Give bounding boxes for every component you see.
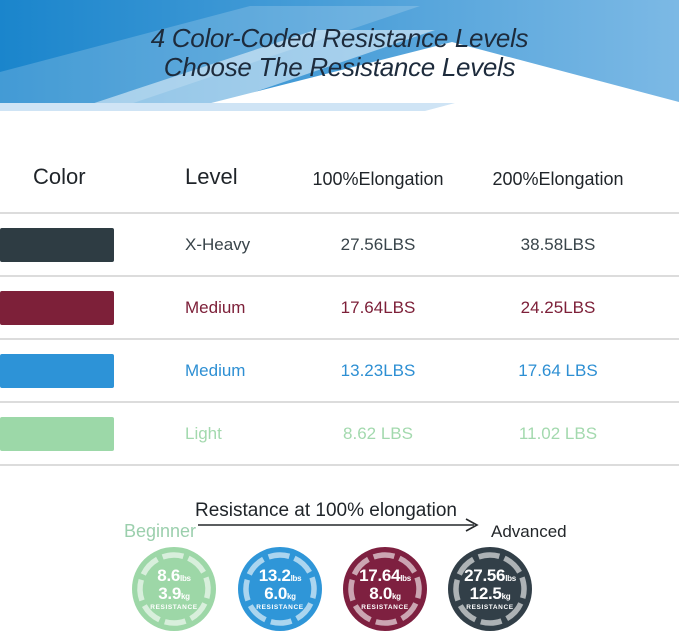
beginner-label: Beginner [124,521,197,541]
elongation-200-cell: 17.64 LBS [518,361,598,380]
lbs-number: 27.56 [464,565,506,585]
resistance-badges: 8.6lbs 3.9kg RESISTANCE 13.2lbs 6.0kg RE… [0,547,679,633]
kg-unit: kg [501,591,511,601]
badge-caption: RESISTANCE [256,604,304,612]
badge-caption: RESISTANCE [361,604,409,612]
kg-unit: kg [180,591,190,601]
lbs-unit: lbs [290,573,302,583]
advanced-label: Advanced [491,522,567,541]
resistance-badge: 17.64lbs 8.0kg RESISTANCE [343,547,427,631]
resistance-table: X-Heavy 27.56LBS 38.58LBS Medium 17.64LB… [0,212,679,466]
badge-kg-value: 3.9kg [158,583,190,603]
table-row: Medium 17.64LBS 24.25LBS [0,275,679,338]
scale-title: Resistance at 100% elongation [195,500,457,521]
band-color-swatch [0,291,114,325]
dashed-ring-icon [137,552,211,626]
badge-kg-value: 12.5kg [469,583,511,603]
table-header-row: Color Level 100%Elongation 200%Elongatio… [0,150,679,212]
kg-unit: kg [391,591,401,601]
elongation-100-cell: 17.64LBS [340,298,416,317]
badge-kg-value: 6.0kg [264,583,296,603]
elongation-100-cell: 27.56LBS [340,235,416,254]
kg-number: 12.5 [469,583,502,603]
header-background-shapes [0,0,679,116]
band-color-swatch [0,228,114,262]
column-header-200-elongation: 200%Elongation [492,169,624,189]
elongation-100-cell: 13.23LBS [340,361,416,380]
badge-lbs-value: 8.6lbs [157,565,191,585]
elongation-200-cell: 24.25LBS [520,298,596,317]
header-banner: 4 Color-Coded Resistance Levels Choose T… [0,0,679,116]
level-cell: Medium [185,361,246,380]
page-title-line2: Choose The Resistance Levels [163,52,516,83]
lbs-number: 13.2 [258,565,291,585]
lbs-unit: lbs [505,573,516,583]
page-title-line1: 4 Color-Coded Resistance Levels [150,23,529,53]
dashed-ring-icon [243,552,317,626]
page-title: 4 Color-Coded Resistance Levels Choose T… [0,23,679,83]
kg-unit: kg [286,591,296,601]
column-header-level: Level [185,164,238,189]
dashed-ring-icon [453,552,527,626]
badge-lbs-value: 13.2lbs [258,565,302,585]
kg-number: 8.0 [369,583,392,603]
difficulty-scale: Resistance at 100% elongation Beginner A… [0,458,679,548]
table-row: Medium 13.23LBS 17.64 LBS [0,338,679,401]
badge-lbs-value: 27.56lbs [464,565,516,585]
elongation-200-cell: 38.58LBS [520,235,596,254]
elongation-100-cell: 8.62 LBS [343,424,413,443]
badge-lbs-value: 17.64lbs [359,565,411,585]
kg-number: 6.0 [264,583,287,603]
level-cell: Medium [185,298,246,317]
table-row: Light 8.62 LBS 11.02 LBS [0,401,679,466]
band-color-swatch [0,354,114,388]
column-header-color: Color [33,164,86,189]
column-header-100-elongation: 100%Elongation [312,169,444,189]
elongation-200-cell: 11.02 LBS [518,424,598,443]
dashed-ring-icon [348,552,422,626]
beginner-to-advanced-arrow-icon [198,518,479,532]
badge-caption: RESISTANCE [466,604,514,612]
lbs-unit: lbs [180,573,191,583]
badge-caption: RESISTANCE [150,604,198,612]
lbs-number: 8.6 [157,565,181,585]
resistance-badge: 27.56lbs 12.5kg RESISTANCE [448,547,532,631]
kg-number: 3.9 [158,583,181,603]
resistance-badge: 8.6lbs 3.9kg RESISTANCE [132,547,216,631]
badge-kg-value: 8.0kg [369,583,401,603]
band-color-swatch [0,417,114,451]
level-cell: X-Heavy [185,235,251,254]
lbs-number: 17.64 [359,565,401,585]
level-cell: Light [185,424,222,443]
resistance-badge: 13.2lbs 6.0kg RESISTANCE [238,547,322,631]
table-row: X-Heavy 27.56LBS 38.58LBS [0,212,679,275]
lbs-unit: lbs [400,573,411,583]
